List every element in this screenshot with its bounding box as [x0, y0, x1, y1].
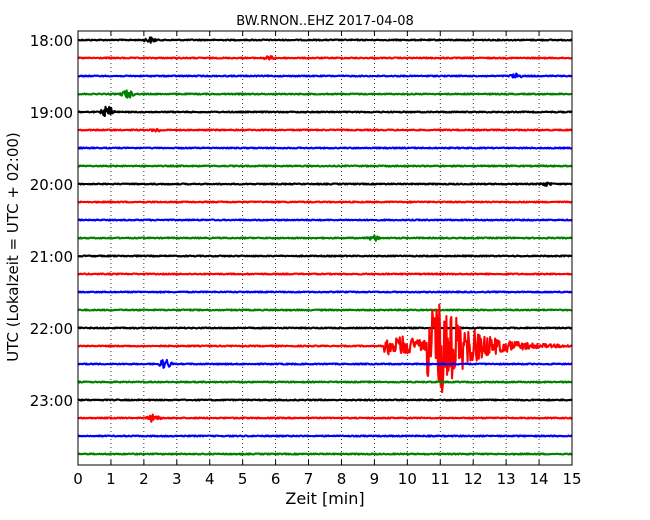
y-tick-label: 23:00	[30, 392, 73, 410]
trace-22:45	[77, 380, 573, 384]
x-tick-label: 8	[337, 470, 347, 488]
trace-22:00	[77, 326, 573, 330]
x-tick-label: 0	[73, 470, 83, 488]
x-tick-label: 5	[238, 470, 248, 488]
x-tick-label: 7	[304, 470, 314, 488]
trace-22:15	[77, 303, 573, 394]
x-tick-label: 1	[106, 470, 116, 488]
trace-18:45	[77, 89, 573, 99]
x-tick-label: 6	[271, 470, 281, 488]
y-tick-label: 22:00	[30, 320, 73, 338]
x-tick-label: 14	[530, 470, 549, 488]
x-axis: 0 1 2 3 4 5 6 7 8 9 10 11 12 13 14 15	[73, 31, 582, 488]
trace-20:45	[77, 234, 573, 242]
x-axis-label: Zeit [min]	[285, 489, 364, 508]
traces	[77, 36, 573, 456]
trace-23:00	[77, 398, 573, 402]
y-axis: 18:00 19:00 20:00 21:00 22:00 23:00	[30, 32, 572, 410]
trace-18:30	[77, 72, 573, 79]
trace-22:30	[77, 358, 573, 369]
y-tick-label: 21:00	[30, 248, 73, 266]
x-tick-label: 10	[398, 470, 417, 488]
trace-20:15	[77, 200, 573, 204]
x-tick-label: 12	[464, 470, 483, 488]
trace-23:30	[77, 434, 573, 438]
trace-23:45	[77, 452, 573, 456]
trace-21:00	[77, 254, 573, 258]
plot-frame	[77, 30, 573, 466]
chart-title: BW.RNON..EHZ 2017-04-08	[236, 14, 414, 29]
trace-19:30	[77, 146, 573, 150]
trace-19:00	[77, 105, 573, 118]
trace-21:45	[77, 308, 573, 312]
y-tick-label: 20:00	[30, 176, 73, 194]
trace-20:00	[77, 181, 573, 187]
x-tick-label: 15	[562, 470, 581, 488]
trace-21:30	[77, 290, 573, 294]
x-tick-label: 9	[370, 470, 380, 488]
trace-20:30	[77, 218, 573, 222]
x-tick-label: 2	[139, 470, 149, 488]
trace-23:15	[77, 413, 573, 423]
grid	[110, 31, 540, 465]
trace-19:45	[77, 164, 573, 168]
x-tick-label: 3	[172, 470, 182, 488]
y-tick-label: 19:00	[30, 104, 73, 122]
trace-19:15	[77, 127, 573, 133]
trace-18:00	[77, 36, 573, 44]
trace-21:15	[77, 272, 573, 276]
trace-18:15	[77, 55, 573, 61]
y-axis-label: UTC (Lokalzeit = UTC + 02:00)	[4, 132, 22, 362]
y-tick-label: 18:00	[30, 32, 73, 50]
x-tick-label: 13	[497, 470, 516, 488]
x-tick-label: 4	[205, 470, 215, 488]
x-tick-label: 11	[431, 470, 450, 488]
